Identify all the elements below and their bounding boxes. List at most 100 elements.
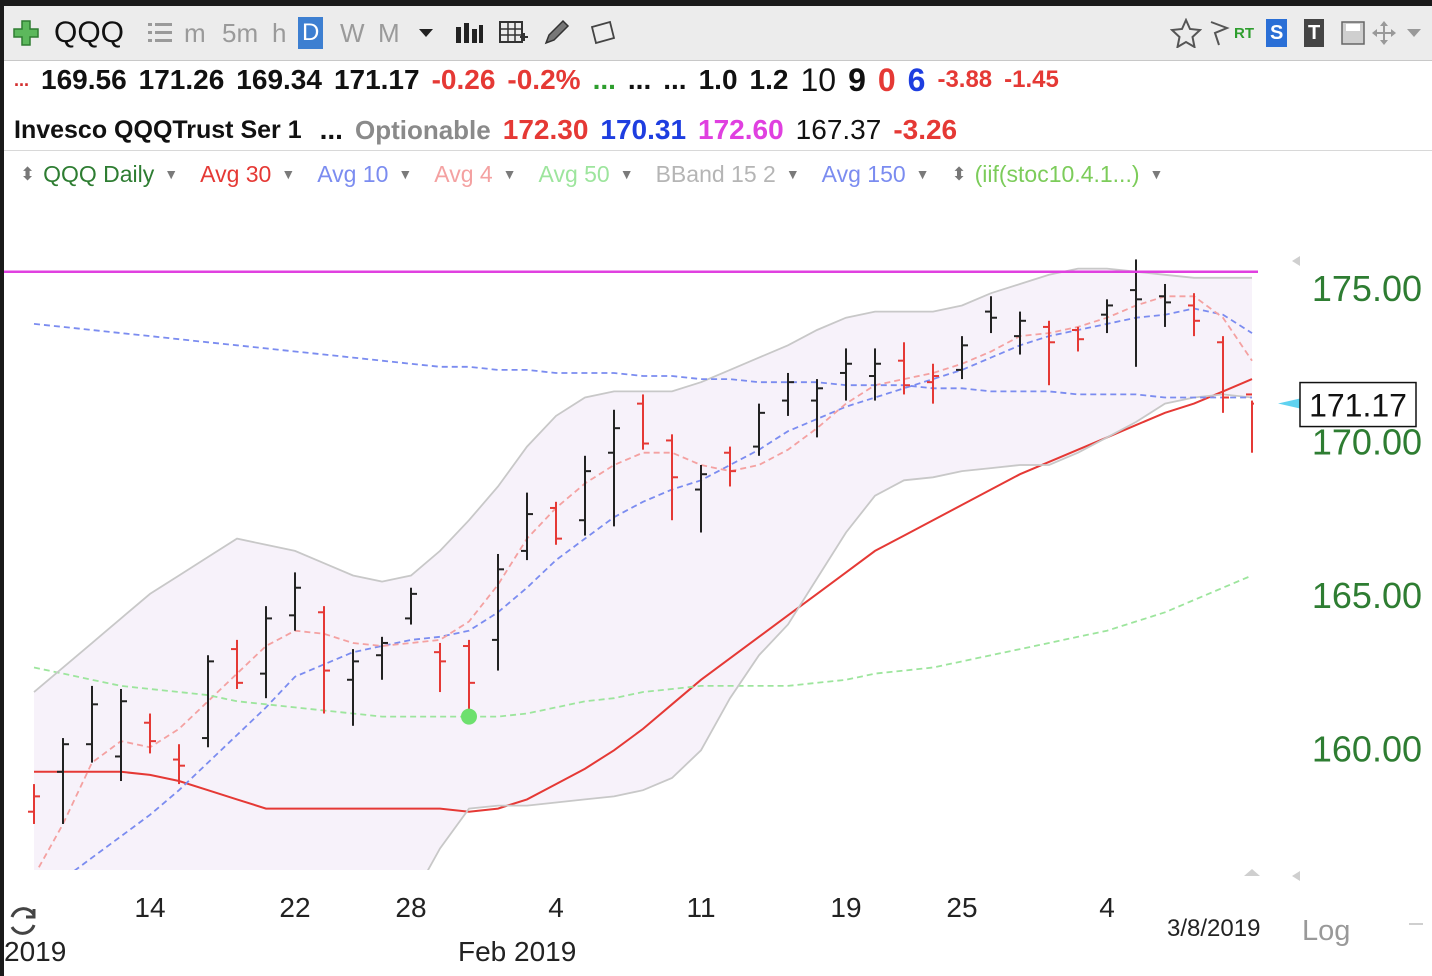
ohlc-bar [1217, 336, 1229, 413]
legend-item-bband[interactable]: BBand 15 2 ▼ [655, 160, 800, 187]
ohlc-bar [521, 492, 533, 561]
save-icon[interactable] [1340, 6, 1366, 60]
x-tick-label: 4 [1099, 892, 1115, 923]
updown-icon: ⬍ [20, 163, 36, 184]
x-tick-label: 11 [686, 892, 715, 923]
legend-item-stoch[interactable]: ⬍ (iif(stoc10.4.1...) ▼ [951, 160, 1164, 187]
ohlc-bar [202, 655, 214, 748]
s-button[interactable]: S [1266, 19, 1288, 47]
ohlc-bar [724, 446, 736, 487]
interval-h[interactable]: h [272, 17, 287, 48]
price-chart[interactable]: 175.00 170.00 165.00 160.00 171.17 14 22 28 4 11… [4, 195, 1432, 976]
interval-dropdown-icon[interactable] [418, 6, 434, 60]
open-value: 169.56 [41, 64, 127, 95]
realtime-label[interactable]: RT [1234, 24, 1254, 42]
price-black: 167.37 [795, 114, 882, 145]
change-value: -0.26 [431, 64, 496, 95]
count-0: 0 [877, 61, 896, 98]
ohlc-bar [289, 572, 301, 631]
x-tick-label: 28 [395, 892, 426, 923]
menu-dropdown-icon[interactable] [1406, 6, 1422, 60]
interval-m[interactable]: m [184, 17, 206, 48]
ohlc-bar [811, 379, 823, 438]
count-10: 10 [800, 61, 837, 98]
info-dots: ... [319, 114, 343, 145]
y-tick-label: 175.00 [1312, 268, 1422, 309]
t-button[interactable]: T [1304, 19, 1325, 47]
bar-chart-icon[interactable] [454, 6, 484, 60]
dots-green: ... [592, 64, 616, 95]
ohlc-bar [1246, 393, 1254, 453]
interval-m-month[interactable]: M [378, 17, 400, 48]
price-magenta: 172.60 [698, 114, 784, 145]
series-line-avg-50 [33, 574, 1253, 718]
ohlc-bar [173, 744, 185, 785]
value-1-2: 1.2 [749, 64, 789, 95]
ohlc-bar [57, 738, 69, 824]
ohlc-bar [1043, 320, 1055, 386]
legend-item-avg50[interactable]: Avg 50 ▼ [538, 160, 634, 187]
value-1-0: 1.0 [698, 64, 738, 95]
flag-icon[interactable] [1208, 6, 1230, 60]
move-icon[interactable] [1370, 6, 1398, 60]
ohlc-bar [608, 409, 620, 527]
header-divider [4, 150, 1432, 151]
ohlc-bar [144, 713, 156, 754]
refresh-icon[interactable] [10, 907, 36, 935]
change-b: -1.45 [1004, 66, 1059, 93]
dots-a: ... [627, 64, 652, 95]
info-row: Invesco QQQTrust Ser 1 ... Optionable 17… [14, 110, 969, 150]
add-symbol-button[interactable] [12, 6, 40, 60]
ohlc-bar [840, 348, 852, 401]
scroll-up-icon[interactable] [1244, 869, 1260, 876]
list-icon[interactable] [146, 6, 174, 60]
interval-w[interactable]: W [340, 17, 365, 48]
caret-down-icon: ▼ [164, 166, 179, 182]
updown-icon: ⬍ [951, 163, 967, 184]
ohlc-bar [898, 342, 910, 395]
ohlc-bar [637, 394, 649, 450]
ohlc-bar [753, 403, 765, 456]
change-red: -3.26 [893, 114, 958, 145]
ohlc-bar [1014, 311, 1026, 355]
interval-d[interactable]: D [298, 17, 324, 49]
scroll-left-icon[interactable] [1292, 871, 1300, 881]
series-line-bband-upper [33, 267, 1252, 693]
legend-item-qqq-daily[interactable]: ⬍ QQQ Daily ▼ [20, 160, 179, 187]
pencil-icon[interactable] [542, 6, 572, 60]
x-tick-label: 14 [134, 892, 165, 923]
ohlc-bar [434, 642, 446, 693]
note-icon[interactable] [588, 6, 618, 60]
dots-b: ... [663, 64, 687, 95]
series-line-bband-lower [427, 393, 1253, 870]
y-tick-label: 160.00 [1312, 728, 1422, 769]
axis-left-icon[interactable] [1292, 256, 1300, 266]
x-tick-label: 25 [946, 892, 977, 923]
caret-down-icon: ▼ [1149, 166, 1164, 182]
plus-icon [13, 20, 39, 46]
ohlc-bar [1188, 293, 1200, 337]
legend-item-avg150[interactable]: Avg 150 ▼ [821, 160, 930, 187]
legend-item-avg30[interactable]: Avg 30 ▼ [200, 160, 296, 187]
interval-5m[interactable]: 5m [222, 17, 259, 48]
x-tick-label: 22 [279, 892, 310, 923]
ohlc-bar [782, 372, 794, 416]
symbol-label[interactable]: QQQ [54, 16, 125, 49]
ohlc-bar [1159, 283, 1171, 327]
ohlc-bar [579, 455, 591, 536]
last-price-box [1299, 381, 1417, 428]
table-add-icon[interactable] [498, 6, 528, 60]
legend-item-avg4[interactable]: Avg 4 ▼ [434, 160, 517, 187]
close-value: 171.17 [333, 64, 420, 95]
y-tick-label: 170.00 [1312, 421, 1422, 462]
last-price-label: 171.17 [1309, 388, 1407, 424]
period-label-feb-2019: Feb 2019 [458, 936, 576, 967]
log-toggle[interactable]: Log [1302, 915, 1350, 947]
caret-down-icon: ▼ [619, 166, 634, 182]
star-icon[interactable] [1170, 6, 1202, 60]
ohlc-bar [86, 685, 98, 763]
bollinger-band-fill [34, 268, 1252, 870]
legend-item-avg10[interactable]: Avg 10 ▼ [317, 160, 413, 187]
ohlc-bar [869, 348, 881, 401]
